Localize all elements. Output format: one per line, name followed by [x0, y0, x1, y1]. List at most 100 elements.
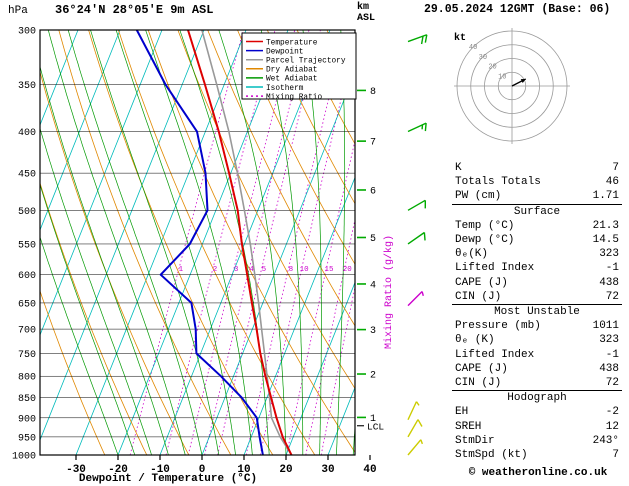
svg-text:8: 8 [370, 87, 376, 98]
index-row: EH -2 [452, 405, 622, 419]
index-row: Temp (°C) 21.3 [452, 219, 622, 233]
index-value: 72 [605, 377, 619, 390]
index-value: 46 [605, 176, 619, 189]
pressure-axis-labels: 300 350 400 450 500 550 600 650 700 750 800 850 900 9… [12, 27, 36, 463]
wind-barbs [407, 34, 428, 456]
svg-text:400: 400 [18, 128, 36, 139]
index-row: Lifted Index -1 [452, 261, 622, 275]
temperature-axis: -30 -20 -10 0 10 20 30 40 [66, 455, 377, 476]
svg-text:20: 20 [279, 464, 292, 476]
svg-text:5: 5 [370, 234, 376, 245]
dry-adiabats [40, 30, 355, 455]
index-value: 7 [612, 449, 619, 462]
x-axis-label: Dewpoint / Temperature (°C) [79, 473, 257, 485]
svg-text:1: 1 [370, 414, 376, 425]
section-header: Surface [452, 203, 622, 219]
index-row: θₑ(K) 323 [452, 247, 622, 261]
svg-text:4: 4 [249, 266, 254, 274]
svg-text:30: 30 [321, 464, 334, 476]
plot-frame [39, 29, 356, 456]
svg-text:10: 10 [237, 464, 250, 476]
index-label: PW (cm) [455, 190, 502, 203]
svg-text:5: 5 [262, 266, 267, 274]
svg-text:950: 950 [18, 433, 36, 444]
svg-text:15: 15 [324, 266, 334, 274]
svg-text:6: 6 [370, 186, 376, 197]
svg-text:10: 10 [498, 73, 506, 81]
index-label: CAPE (J) [455, 276, 508, 289]
storm-motion-arrow [511, 78, 527, 87]
index-label: θₑ(K) [455, 248, 489, 261]
index-row: PW (cm) 1.71 [452, 189, 622, 203]
svg-text:Isotherm: Isotherm [266, 85, 304, 93]
index-value: 438 [599, 362, 619, 375]
lcl-label: LCL [367, 421, 384, 432]
svg-text:3: 3 [370, 326, 376, 337]
svg-text:3: 3 [234, 266, 239, 274]
index-value: 1.71 [592, 190, 619, 203]
svg-text:600: 600 [18, 271, 36, 282]
svg-text:7: 7 [370, 138, 376, 149]
index-row: θₑ (K) 323 [452, 333, 622, 347]
index-row: StmSpd (kt) 7 [452, 448, 622, 462]
altitude-unit-km: km [357, 2, 370, 13]
index-row: CIN (J) 72 [452, 376, 622, 390]
svg-text:2: 2 [213, 266, 218, 274]
right-panel: 10 20 30 40 kt K 7 Totals Totals 46 PW (cm) 1.71 S… [450, 0, 629, 486]
index-value: -1 [605, 262, 619, 275]
section-header: Hodograph [452, 390, 622, 405]
index-value: 438 [599, 276, 619, 289]
svg-text:Dewpoint: Dewpoint [266, 48, 303, 56]
index-value: 243° [592, 434, 619, 447]
svg-text:0: 0 [199, 464, 206, 476]
svg-text:2: 2 [370, 371, 376, 382]
mixing-ratio-labels: 1 2 3 4 5 8 10 15 20 [179, 266, 353, 274]
index-value: 72 [605, 290, 619, 303]
svg-text:900: 900 [18, 414, 36, 425]
pressure-gridlines [40, 30, 355, 455]
isotherms [40, 30, 355, 455]
index-label: Totals Totals [455, 176, 541, 189]
index-label: StmDir [455, 434, 495, 447]
index-label: StmSpd (kt) [455, 449, 528, 462]
index-row: CAPE (J) 438 [452, 276, 622, 290]
index-row: Totals Totals 46 [452, 175, 622, 189]
km-asl-ticks: 1 2 3 4 5 6 7 8 LCL [357, 87, 384, 432]
svg-text:-30: -30 [66, 464, 86, 476]
svg-text:Mixing Ratio: Mixing Ratio [266, 94, 322, 102]
svg-text:1: 1 [179, 266, 184, 274]
index-value: 323 [599, 248, 619, 261]
svg-text:550: 550 [18, 240, 36, 251]
index-value: 323 [599, 334, 619, 347]
index-value: 21.3 [592, 219, 619, 232]
svg-text:1000: 1000 [12, 452, 36, 463]
svg-text:500: 500 [18, 207, 36, 218]
index-label: CAPE (J) [455, 362, 508, 375]
svg-text:Temperature: Temperature [266, 39, 318, 47]
index-label: SREH [455, 420, 482, 433]
index-label: Temp (°C) [455, 219, 515, 232]
svg-text:750: 750 [18, 350, 36, 361]
altitude-unit-label: km ASL [357, 2, 375, 24]
svg-text:8: 8 [289, 266, 294, 274]
svg-text:650: 650 [18, 299, 36, 310]
plot-area: 1 2 3 4 5 8 10 15 20 [40, 30, 355, 455]
mixing-ratio-axis-label: Mixing Ratio (g/kg) [383, 235, 395, 349]
svg-text:850: 850 [18, 394, 36, 405]
svg-text:10: 10 [300, 266, 310, 274]
index-label: Lifted Index [455, 262, 535, 275]
index-value: 14.5 [592, 234, 619, 247]
svg-text:Dry Adiabat: Dry Adiabat [266, 67, 317, 75]
svg-text:450: 450 [18, 170, 36, 181]
index-value: -1 [605, 348, 619, 361]
svg-text:20: 20 [343, 266, 353, 274]
index-label: CIN (J) [455, 290, 502, 303]
index-label: θₑ (K) [455, 334, 495, 347]
svg-text:30: 30 [479, 54, 487, 62]
index-row: CIN (J) 72 [452, 290, 622, 304]
index-value: -2 [605, 406, 619, 419]
index-label: K [455, 162, 462, 174]
